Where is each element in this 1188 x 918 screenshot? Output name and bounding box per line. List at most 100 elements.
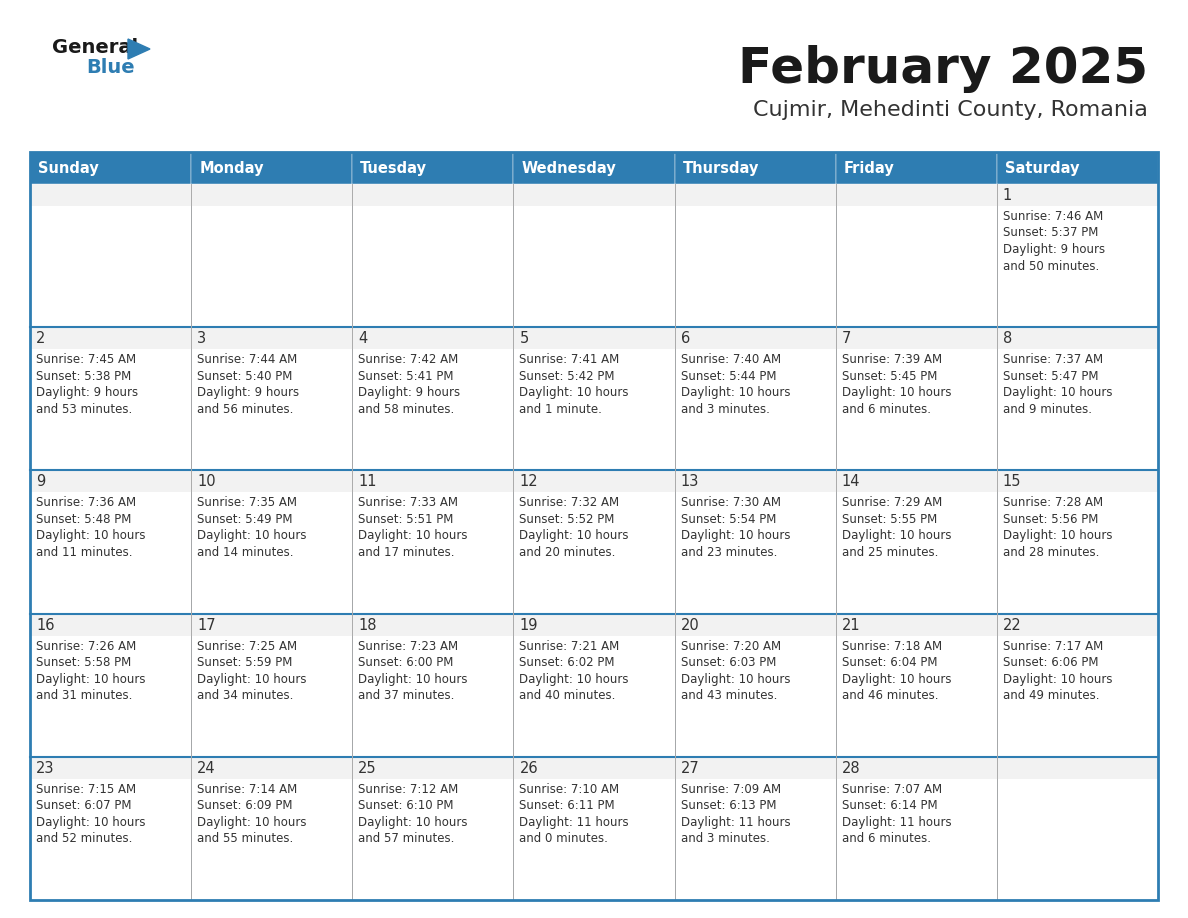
Bar [675, 470, 835, 492]
Text: February 2025: February 2025 [738, 45, 1148, 93]
Bar [513, 152, 675, 184]
Text: Daylight: 10 hours: Daylight: 10 hours [1003, 530, 1112, 543]
Bar [997, 613, 1158, 756]
Text: Daylight: 10 hours: Daylight: 10 hours [842, 530, 952, 543]
Text: Sunset: 5:55 PM: Sunset: 5:55 PM [842, 513, 937, 526]
Text: Sunrise: 7:42 AM: Sunrise: 7:42 AM [359, 353, 459, 366]
Text: and 6 minutes.: and 6 minutes. [842, 833, 930, 845]
Text: 6: 6 [681, 331, 690, 346]
Text: Sunset: 6:14 PM: Sunset: 6:14 PM [842, 800, 937, 812]
Text: 5: 5 [519, 331, 529, 346]
Text: Sunrise: 7:09 AM: Sunrise: 7:09 AM [681, 783, 781, 796]
Text: Sunset: 5:49 PM: Sunset: 5:49 PM [197, 513, 292, 526]
Text: 18: 18 [359, 618, 377, 633]
Text: and 50 minutes.: and 50 minutes. [1003, 260, 1099, 273]
Text: Daylight: 11 hours: Daylight: 11 hours [519, 816, 630, 829]
Text: Daylight: 10 hours: Daylight: 10 hours [1003, 386, 1112, 399]
Bar [997, 756, 1158, 900]
Bar [191, 152, 353, 184]
Bar [353, 327, 513, 349]
Text: Sunset: 6:10 PM: Sunset: 6:10 PM [359, 800, 454, 812]
Text: Sunrise: 7:15 AM: Sunrise: 7:15 AM [36, 783, 137, 796]
Text: Sunrise: 7:28 AM: Sunrise: 7:28 AM [1003, 497, 1102, 509]
Polygon shape [128, 39, 150, 59]
Bar [353, 184, 513, 206]
Bar [997, 613, 1158, 635]
Bar [513, 613, 675, 756]
Bar [191, 184, 353, 327]
Text: Daylight: 10 hours: Daylight: 10 hours [197, 816, 307, 829]
Text: and 28 minutes.: and 28 minutes. [1003, 546, 1099, 559]
Text: Daylight: 10 hours: Daylight: 10 hours [1003, 673, 1112, 686]
Text: Daylight: 10 hours: Daylight: 10 hours [197, 673, 307, 686]
Text: Daylight: 10 hours: Daylight: 10 hours [519, 386, 628, 399]
Bar [675, 184, 835, 327]
Bar [835, 756, 997, 900]
Bar [997, 327, 1158, 349]
Text: Sunrise: 7:41 AM: Sunrise: 7:41 AM [519, 353, 620, 366]
Text: Daylight: 10 hours: Daylight: 10 hours [842, 386, 952, 399]
Text: Daylight: 10 hours: Daylight: 10 hours [681, 530, 790, 543]
Bar [997, 184, 1158, 206]
Text: Daylight: 9 hours: Daylight: 9 hours [359, 386, 461, 399]
Bar [675, 327, 835, 349]
Text: Sunset: 5:38 PM: Sunset: 5:38 PM [36, 370, 131, 383]
Text: Sunrise: 7:12 AM: Sunrise: 7:12 AM [359, 783, 459, 796]
Text: 8: 8 [1003, 331, 1012, 346]
Text: and 40 minutes.: and 40 minutes. [519, 689, 615, 702]
Text: Sunrise: 7:30 AM: Sunrise: 7:30 AM [681, 497, 781, 509]
Bar [353, 152, 513, 184]
Text: 12: 12 [519, 475, 538, 489]
Text: 11: 11 [359, 475, 377, 489]
Text: Wednesday: Wednesday [522, 161, 617, 175]
Text: 19: 19 [519, 618, 538, 633]
Text: and 43 minutes.: and 43 minutes. [681, 689, 777, 702]
Bar [191, 756, 353, 900]
Text: and 49 minutes.: and 49 minutes. [1003, 689, 1099, 702]
Bar [675, 470, 835, 613]
Bar [353, 184, 513, 327]
Bar [675, 613, 835, 756]
Bar [191, 184, 353, 206]
Bar [191, 327, 353, 470]
Text: and 57 minutes.: and 57 minutes. [359, 833, 455, 845]
Text: 16: 16 [36, 618, 55, 633]
Text: Daylight: 11 hours: Daylight: 11 hours [842, 816, 952, 829]
Text: Tuesday: Tuesday [360, 161, 428, 175]
Text: Sunset: 5:52 PM: Sunset: 5:52 PM [519, 513, 615, 526]
Text: and 9 minutes.: and 9 minutes. [1003, 403, 1092, 416]
Bar [30, 327, 191, 349]
Text: Sunrise: 7:46 AM: Sunrise: 7:46 AM [1003, 210, 1104, 223]
Text: and 56 minutes.: and 56 minutes. [197, 403, 293, 416]
Text: Daylight: 9 hours: Daylight: 9 hours [1003, 243, 1105, 256]
Text: Sunset: 5:59 PM: Sunset: 5:59 PM [197, 656, 292, 669]
Text: Daylight: 10 hours: Daylight: 10 hours [681, 673, 790, 686]
Bar [675, 756, 835, 778]
Bar [30, 152, 1158, 900]
Text: and 46 minutes.: and 46 minutes. [842, 689, 939, 702]
Text: Sunrise: 7:29 AM: Sunrise: 7:29 AM [842, 497, 942, 509]
Text: Daylight: 9 hours: Daylight: 9 hours [197, 386, 299, 399]
Bar [191, 327, 353, 349]
Text: Sunrise: 7:10 AM: Sunrise: 7:10 AM [519, 783, 620, 796]
Text: Sunset: 5:48 PM: Sunset: 5:48 PM [36, 513, 132, 526]
Text: Sunset: 6:13 PM: Sunset: 6:13 PM [681, 800, 776, 812]
Text: 27: 27 [681, 761, 700, 776]
Bar [835, 327, 997, 470]
Text: 22: 22 [1003, 618, 1022, 633]
Bar [997, 470, 1158, 492]
Bar [513, 613, 675, 635]
Text: Sunset: 5:47 PM: Sunset: 5:47 PM [1003, 370, 1099, 383]
Text: and 17 minutes.: and 17 minutes. [359, 546, 455, 559]
Text: and 52 minutes.: and 52 minutes. [36, 833, 132, 845]
Bar [675, 152, 835, 184]
Text: Sunset: 6:11 PM: Sunset: 6:11 PM [519, 800, 615, 812]
Text: Daylight: 10 hours: Daylight: 10 hours [519, 530, 628, 543]
Text: Sunset: 6:00 PM: Sunset: 6:00 PM [359, 656, 454, 669]
Bar [835, 327, 997, 349]
Bar [30, 470, 191, 492]
Text: Sunset: 6:03 PM: Sunset: 6:03 PM [681, 656, 776, 669]
Text: and 1 minute.: and 1 minute. [519, 403, 602, 416]
Bar [513, 470, 675, 613]
Bar [835, 470, 997, 492]
